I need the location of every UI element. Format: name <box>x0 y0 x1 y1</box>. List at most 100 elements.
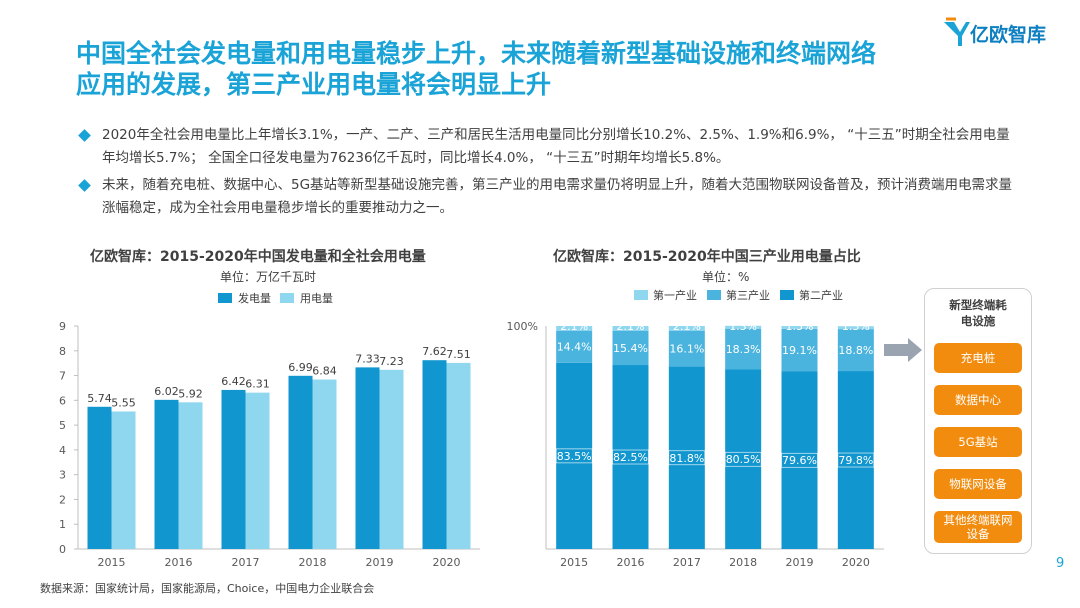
bullet-text: 2020年全社会用电量比上年增长3.1%，一产、二产、三产和居民生活用电量同比分… <box>102 127 1010 166</box>
stacked-segment <box>668 326 705 331</box>
x-tick-label: 2020 <box>433 556 461 569</box>
bar-generation <box>355 367 380 549</box>
label-box <box>781 452 818 468</box>
side-item-charging-pile: 充电桩 <box>934 343 1022 373</box>
y-tick-label: 3 <box>59 469 66 482</box>
segment-data-label: 2.1% <box>673 320 701 333</box>
bar-generation <box>221 389 246 549</box>
stacked-segment <box>837 329 874 372</box>
bar-data-label: 5.92 <box>178 387 203 400</box>
bar-generation <box>87 406 112 549</box>
segment-data-label: 16.1% <box>669 343 704 356</box>
bullet-list: 2020年全社会用电量比上年增长3.1%，一产、二产、三产和居民生活用电量同比分… <box>78 124 1018 224</box>
chart-industry-share: 100% 83.5% 14.4% 2.1% 2015 82.5% 15.4% 2.1% 2016… <box>507 288 884 569</box>
segment-data-label: 18.3% <box>726 343 761 356</box>
x-tick-label: 2015 <box>98 556 126 569</box>
stacked-segment <box>781 328 818 372</box>
bar-generation <box>288 375 313 549</box>
y-tick-label: 8 <box>59 345 66 358</box>
bullet-item: 未来，随着充电桩、数据中心、5G基站等新型基础设施完善，第三产业的用电需求量仍将… <box>78 174 1018 220</box>
bar-data-label: 7.51 <box>446 348 471 361</box>
logo-text: 亿欧智库 <box>970 24 1047 46</box>
legend-swatch <box>707 290 721 300</box>
stacked-segment <box>556 330 593 363</box>
x-tick-label: 2019 <box>786 556 814 569</box>
chart1-title: 亿欧智库：2015-2020年中国发电量和全社会用电量 <box>90 249 426 265</box>
segment-data-label: 19.1% <box>782 344 817 357</box>
bar-consumption <box>379 369 404 549</box>
x-tick-label: 2016 <box>617 556 645 569</box>
legend-label: 第三产业 <box>726 288 770 302</box>
segment-data-label: 83.5% <box>557 450 592 463</box>
segment-data-label: 15.4% <box>613 342 648 355</box>
segment-data-label: 2.1% <box>617 320 645 333</box>
side-item-data-center: 数据中心 <box>934 385 1022 415</box>
side-panel: 新型终端耗电设施 充电桩 数据中心 5G基站 物联网设备 其他终端联网设备 <box>924 288 1032 554</box>
legend-label: 第一产业 <box>653 288 697 302</box>
stacked-segment <box>725 325 762 329</box>
y-tick-label: 1 <box>59 518 66 531</box>
bar-data-label: 7.33 <box>355 352 380 365</box>
side-item-iot-device: 物联网设备 <box>934 469 1022 499</box>
stacked-segment <box>612 326 649 331</box>
segment-data-label: 79.8% <box>838 454 873 467</box>
segment-data-label: 80.5% <box>726 453 761 466</box>
diamond-bullet-icon <box>78 129 91 142</box>
legend-label: 第二产业 <box>799 288 843 302</box>
x-tick-label: 2018 <box>299 556 327 569</box>
label-box <box>612 449 649 465</box>
chart2-title: 亿欧智库：2015-2020年中国三产业用电量占比 <box>553 249 861 265</box>
arrow-right-icon <box>884 338 922 362</box>
stacked-segment <box>556 326 593 331</box>
legend-swatch <box>780 290 794 300</box>
stacked-segment <box>781 326 818 329</box>
label-box <box>668 450 706 466</box>
side-item-other-devices: 其他终端联网设备 <box>934 511 1022 543</box>
x-tick-label: 2018 <box>729 556 757 569</box>
stacked-segment <box>725 328 762 370</box>
stacked-segment <box>837 326 874 330</box>
segment-data-label: 14.4% <box>557 341 592 354</box>
bar-data-label: 6.99 <box>288 361 313 374</box>
bar-consumption <box>312 379 337 549</box>
segment-data-label: 79.6% <box>782 454 817 467</box>
page-number: 9 <box>1056 556 1065 571</box>
bar-generation <box>154 399 179 549</box>
label-box <box>555 448 593 464</box>
segment-data-label: 81.8% <box>669 452 704 465</box>
segment-data-label: 1.3% <box>842 320 870 333</box>
bar-consumption <box>446 362 471 549</box>
logo-icon <box>944 17 970 46</box>
segment-data-label: 2.1% <box>560 320 588 333</box>
bar-data-label: 7.23 <box>379 355 404 368</box>
bar-generation <box>422 360 447 549</box>
label-box <box>724 451 762 467</box>
data-source: 数据来源：国家统计局，国家能源局，Choice，中国电力企业联合会 <box>40 582 375 595</box>
bar-consumption <box>111 411 136 549</box>
bar-data-label: 7.62 <box>422 345 447 358</box>
bar-consumption <box>245 392 270 549</box>
bar-consumption <box>178 402 203 549</box>
segment-data-label: 18.8% <box>838 344 873 357</box>
x-tick-label: 2015 <box>560 556 588 569</box>
bar-data-label: 6.02 <box>154 385 179 398</box>
chart2-unit: 单位：% <box>702 270 750 284</box>
bar-data-label: 6.84 <box>312 365 337 378</box>
bar-data-label: 6.42 <box>221 375 246 388</box>
label-box <box>837 452 875 468</box>
y-tick-label: 2 <box>59 493 66 506</box>
y-tick-label: 9 <box>59 320 66 333</box>
chart1-unit: 单位：万亿千瓦时 <box>220 270 317 284</box>
bar-data-label: 5.55 <box>111 396 136 409</box>
stacked-segment <box>668 330 705 367</box>
y-tick-label: 7 <box>59 370 66 383</box>
x-tick-label: 2019 <box>366 556 394 569</box>
y-tick-label: 4 <box>59 444 66 457</box>
side-panel-title: 新型终端耗电设施 <box>949 298 1007 328</box>
side-item-5g-station: 5G基站 <box>934 427 1022 457</box>
legend-swatch <box>634 290 648 300</box>
y-tick-label: 100% <box>507 320 538 333</box>
x-tick-label: 2020 <box>842 556 870 569</box>
y-tick-label: 0 <box>59 543 66 556</box>
